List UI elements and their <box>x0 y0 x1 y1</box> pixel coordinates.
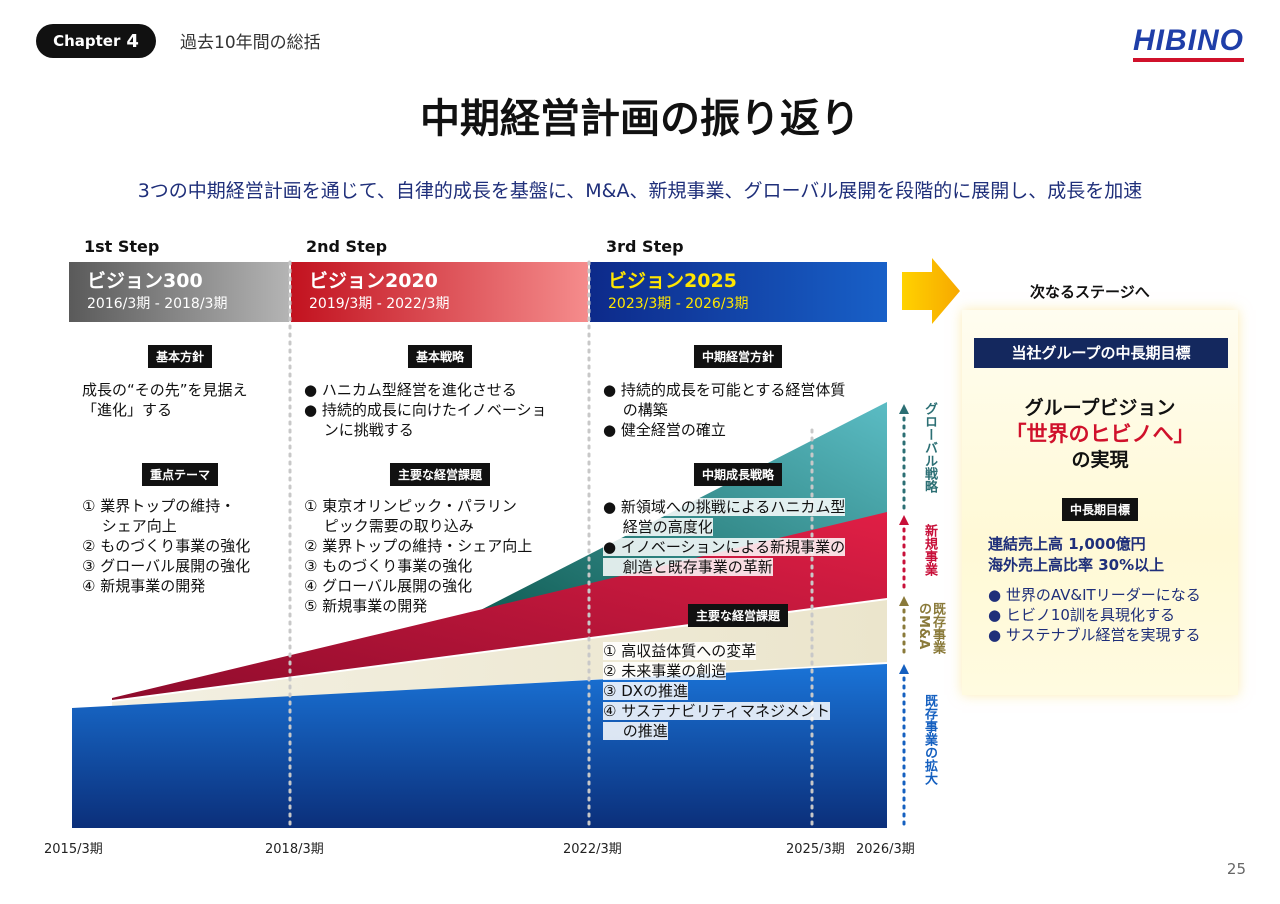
tag-policy-3: 中期経営方針 <box>693 345 783 368</box>
vision-2020: ビジョン2020 2019/3期 - 2022/3期 <box>291 262 588 322</box>
tag-policy-2: 基本戦略 <box>407 345 473 368</box>
policy-3-text: ● 持続的成長を可能とする経営体質 の構築 ● 健全経営の確立 <box>603 381 846 439</box>
themes-2-list: ① 東京オリンピック・パラリン ピック需要の取り込み ② 業界トップの維持・シェア… <box>304 497 533 615</box>
vision-period: 2023/3期 - 2026/3期 <box>608 296 749 312</box>
tag-policy-1: 基本方針 <box>147 345 213 368</box>
tag-theme-3: 中期成長戦略 <box>693 463 783 486</box>
vision-2025: ビジョン2025 2023/3期 - 2026/3期 <box>590 262 887 322</box>
step-3-label: 3rd Step <box>606 237 684 256</box>
step-1-label: 1st Step <box>84 237 160 256</box>
chapter-badge: Chapter 4 <box>36 24 156 58</box>
mid-long-term-head: 当社グループの中長期目標 <box>974 338 1228 368</box>
issues-3-list: ① 高収益体質への変革 ② 未来事業の創造 ③ DXの推進 ④ サステナビリティマネジ… <box>603 642 831 740</box>
vision-name: ビジョン2025 <box>608 270 737 292</box>
group-vision: グループビジョン 「世界のヒビノへ」 の実現 <box>1005 397 1195 471</box>
vision-bar-1 <box>69 262 289 322</box>
area-ma <box>112 600 887 708</box>
section-title: 過去10年間の総括 <box>180 33 321 53</box>
vision-300: ビジョン300 2016/3期 - 2018/3期 <box>69 262 289 322</box>
logo-text: HIBINO <box>1133 24 1244 57</box>
axis-label-2025: 2025/3期 <box>786 842 845 857</box>
page-title: 中期経営計画の振り返り <box>420 96 860 142</box>
tag-target: 中長期目標 <box>1061 498 1139 521</box>
vision-period: 2019/3期 - 2022/3期 <box>309 296 450 312</box>
next-stage-label: 次なるステージへ <box>1030 283 1150 301</box>
vision-bar-2 <box>291 262 588 322</box>
lead-text: 3つの中期経営計画を通じて、自律的成長を基盤に、M&A、新規事業、グローバル展開… <box>137 180 1143 202</box>
label-global: グローバル戦略 <box>922 402 937 493</box>
policy-1-text: 成長の“その先”を見据え 「進化」する <box>82 381 248 419</box>
page-number: 25 <box>1226 860 1246 878</box>
vision-name: ビジョン2020 <box>309 270 438 292</box>
step-2-label: 2nd Step <box>306 237 388 256</box>
axis-label-2018: 2018/3期 <box>265 842 324 857</box>
tag-theme-2: 主要な経営課題 <box>389 463 491 486</box>
vision-name: ビジョン300 <box>87 270 203 292</box>
tag-issues-3: 主要な経営課題 <box>687 604 789 627</box>
goals-list: ● 世界のAV&ITリーダーになる ● ヒビノ10訓を具現化する ● サステナブル経… <box>988 586 1201 644</box>
axis-label-2026: 2026/3期 <box>856 842 915 857</box>
company-logo: HIBINO <box>1133 24 1244 62</box>
label-existing: 既存事業の拡大 <box>922 694 937 785</box>
vision-period: 2016/3期 - 2018/3期 <box>87 296 228 312</box>
axis-label-2022: 2022/3期 <box>563 842 622 857</box>
axis-label-2015: 2015/3期 <box>44 842 103 857</box>
themes-1-list: ① 業界トップの維持・ シェア向上 ② ものづくり事業の強化 ③ グローバル展開の強… <box>82 497 251 595</box>
label-new-business: 新規事業 <box>922 524 937 576</box>
chapter-label: Chapter <box>53 32 121 50</box>
vision-bar-3 <box>590 262 887 322</box>
next-stage-arrow <box>902 258 960 324</box>
policy-2-text: ● ハニカム型経営を進化させる ● 持続的成長に向けたイノベーショ ンに挑戦する <box>304 381 547 439</box>
targets: 連結売上高 1,000億円 海外売上高比率 30%以上 <box>988 535 1165 574</box>
label-ma: 既存事業のM&A <box>916 602 945 654</box>
chapter-number: 4 <box>126 30 139 52</box>
themes-3-list: ● 新領域への挑戦によるハニカム型 経営の高度化 ● イノベーションによる新規事業… <box>603 498 846 576</box>
tag-theme-1: 重点テーマ <box>141 463 219 486</box>
